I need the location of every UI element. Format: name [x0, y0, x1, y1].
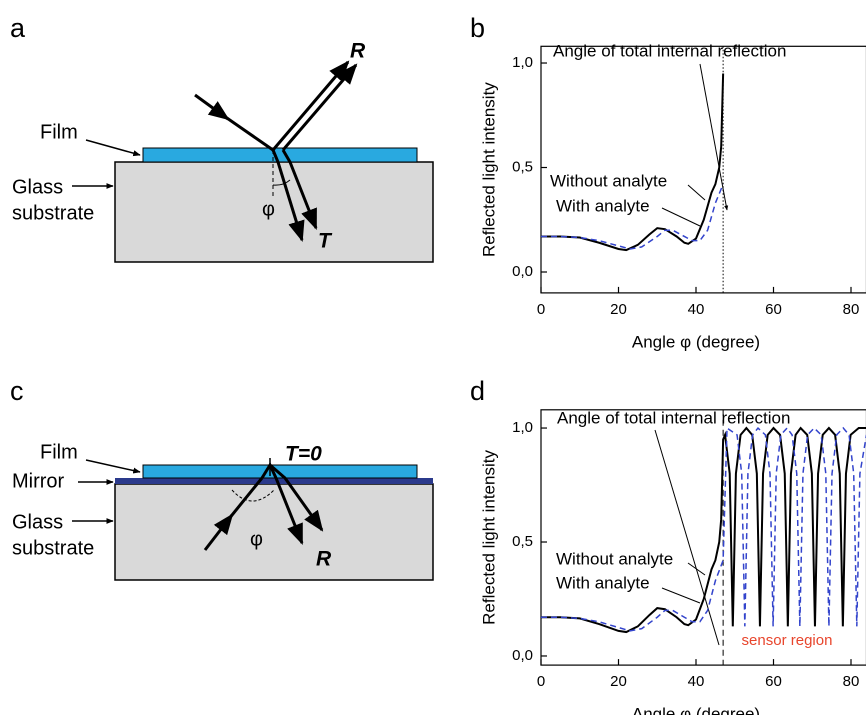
- x-tick-label: 40: [688, 301, 705, 318]
- x-tick-label: 20: [610, 673, 627, 690]
- incident-ray: [223, 114, 274, 152]
- pointer: [661, 587, 701, 604]
- film-label: Film: [40, 121, 78, 143]
- series-line: [541, 426, 866, 634]
- annotation: Angle of total internal reflection: [553, 41, 786, 60]
- diagram-a: Film Glass substrate R T φ: [12, 40, 434, 263]
- y-tick-label: 1,0: [512, 54, 533, 71]
- glass-label: Glass: [12, 511, 63, 533]
- substrate-label: substrate: [12, 537, 94, 559]
- y-axis-label: Reflected light intensity: [479, 82, 498, 257]
- series-line: [541, 73, 725, 252]
- pointer: [654, 429, 720, 646]
- series-line: [541, 183, 724, 250]
- reflected-ray: [260, 461, 304, 545]
- glass-substrate: [114, 483, 434, 581]
- x-axis-label: Angle φ (degree): [632, 705, 760, 715]
- x-tick-label: 40: [688, 673, 705, 690]
- y-tick-label: 0,5: [512, 533, 533, 550]
- panel-label: b: [470, 13, 485, 43]
- series-label: Without analyte: [556, 549, 673, 568]
- plot-frame: [540, 45, 866, 294]
- transmitted-label: T: [318, 230, 333, 253]
- glass-label: Glass: [12, 176, 63, 198]
- transmitted-ray: [271, 149, 305, 243]
- panel-label: a: [10, 13, 26, 43]
- mirror: [115, 478, 433, 484]
- glass-substrate: [114, 161, 434, 263]
- y-tick-label: 0,0: [512, 263, 533, 280]
- diagram-c: Film Mirror Glass substrate T=0 R φ: [12, 441, 434, 581]
- incident-ray: [226, 477, 264, 521]
- pointer: [699, 63, 729, 211]
- series-label: Without analyte: [550, 171, 667, 190]
- x-tick-label: 80: [843, 301, 860, 318]
- reflected-ray: [269, 463, 324, 532]
- substrate-label: substrate: [12, 202, 94, 224]
- pointer: [687, 562, 706, 576]
- film: [142, 147, 418, 163]
- y-tick-label: 0,0: [512, 647, 533, 664]
- film: [142, 464, 418, 479]
- annotation: Angle of total internal reflection: [557, 408, 790, 427]
- reflected-ray: [281, 63, 358, 151]
- y-tick-label: 1,0: [512, 419, 533, 436]
- panel-label: d: [470, 376, 485, 406]
- x-tick-label: 60: [765, 301, 782, 318]
- x-tick-label: 60: [765, 673, 782, 690]
- mirror-label: Mirror: [12, 470, 65, 492]
- transmitted-ray: [281, 149, 318, 230]
- angle-arc: [272, 179, 291, 186]
- incident-ray: [203, 513, 234, 551]
- x-tick-label: 20: [610, 301, 627, 318]
- series-label: With analyte: [556, 196, 650, 215]
- reflected-label: R: [350, 40, 366, 63]
- x-axis-label: Angle φ (degree): [632, 332, 760, 351]
- x-tick-label: 80: [843, 673, 860, 690]
- pointer: [85, 139, 141, 157]
- pointer: [687, 184, 706, 201]
- reflected-ray: [271, 60, 350, 151]
- y-axis-label: Reflected light intensity: [479, 450, 498, 625]
- incident-ray: [194, 93, 230, 121]
- panel-label: c: [10, 376, 24, 406]
- series-label: With analyte: [556, 573, 650, 592]
- x-tick-label: 0: [537, 301, 545, 318]
- pointer: [661, 207, 701, 227]
- series-line: [541, 426, 866, 632]
- film-label: Film: [40, 441, 78, 463]
- reflected-label: R: [316, 548, 332, 571]
- plot-frame: [540, 409, 866, 666]
- transmitted-label: T=0: [285, 443, 322, 466]
- pointer: [85, 459, 141, 474]
- x-tick-label: 0: [537, 673, 545, 690]
- y-tick-label: 0,5: [512, 158, 533, 175]
- angle-label: φ: [262, 198, 275, 220]
- annotation: sensor region: [742, 632, 833, 649]
- angle-label: φ: [250, 528, 263, 550]
